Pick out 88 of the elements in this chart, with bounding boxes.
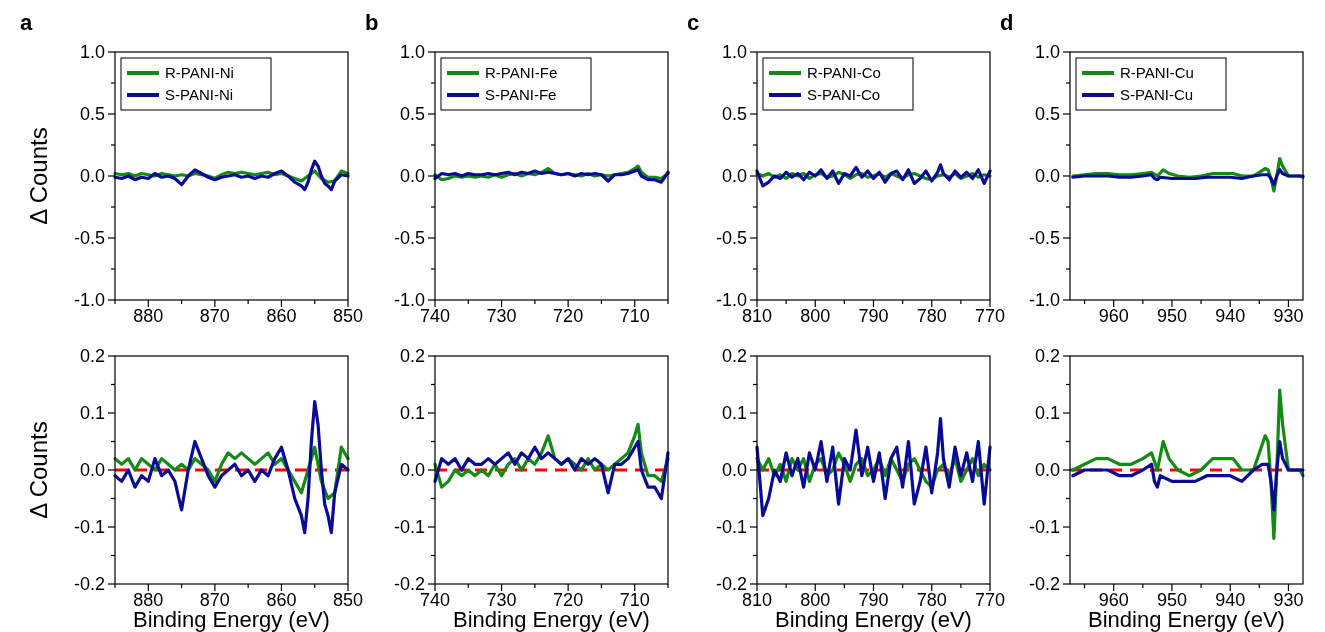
x-tick-label: 950 bbox=[1156, 590, 1187, 610]
y-tick-label: -1.0 bbox=[73, 290, 105, 311]
y-tick-label: 1.0 bbox=[79, 42, 105, 63]
y-tick-label: -0.1 bbox=[393, 517, 425, 538]
x-tick-label: 710 bbox=[619, 590, 650, 610]
x-tick-label: 790 bbox=[858, 306, 889, 326]
chart-title: c bbox=[687, 10, 700, 35]
chart-title: a bbox=[20, 10, 33, 35]
y-tick-label: -0.1 bbox=[715, 517, 747, 538]
x-tick-label: 940 bbox=[1215, 590, 1246, 610]
x-tick-label: 720 bbox=[553, 590, 584, 610]
x-tick-label: 950 bbox=[1156, 306, 1187, 326]
x-tick-label: 770 bbox=[974, 590, 1006, 610]
y-tick-label: 0.2 bbox=[721, 346, 747, 367]
chart-title: d bbox=[1000, 10, 1014, 35]
y-tick-label: -0.2 bbox=[1028, 574, 1060, 595]
x-tick-label: 860 bbox=[266, 590, 297, 610]
y-tick-label: 1.0 bbox=[721, 42, 747, 63]
x-tick-label: 800 bbox=[800, 590, 831, 610]
y-tick-label: 0.5 bbox=[79, 104, 105, 125]
x-tick-label: 930 bbox=[1273, 590, 1304, 610]
y-tick-label: -0.5 bbox=[73, 228, 105, 249]
x-tick-label: 960 bbox=[1098, 306, 1129, 326]
x-tick-label: 870 bbox=[199, 590, 230, 610]
x-tick-label: 720 bbox=[553, 306, 584, 326]
legend-label: R-PANI-Ni bbox=[165, 64, 234, 82]
y-tick-label: -0.5 bbox=[393, 228, 425, 249]
y-tick-label: 0.2 bbox=[399, 346, 425, 367]
x-tick-label: 880 bbox=[133, 306, 164, 326]
x-tick-label: 870 bbox=[199, 306, 230, 326]
y-tick-label: -0.5 bbox=[715, 228, 747, 249]
y-tick-label: 0.0 bbox=[721, 460, 747, 481]
y-tick-label: -0.1 bbox=[1028, 517, 1060, 538]
y-tick-label: 0.5 bbox=[399, 104, 425, 125]
x-tick-label: 770 bbox=[974, 306, 1006, 326]
x-axis-title: Binding Energy (eV) bbox=[453, 607, 650, 632]
y-tick-label: 0.1 bbox=[79, 403, 105, 424]
x-axis-title: Binding Energy (eV) bbox=[133, 607, 330, 632]
y-tick-label: 0.5 bbox=[1034, 104, 1060, 125]
y-axis-title: Δ Counts bbox=[25, 127, 52, 225]
y-axis-title: Δ Counts bbox=[25, 421, 52, 519]
legend-label: S-PANI-Co bbox=[807, 86, 881, 104]
x-axis-title: Binding Energy (eV) bbox=[1088, 607, 1285, 632]
x-tick-label: 960 bbox=[1098, 590, 1129, 610]
x-tick-label: 940 bbox=[1215, 306, 1246, 326]
y-tick-label: 0.2 bbox=[1034, 346, 1060, 367]
x-tick-label: 930 bbox=[1273, 306, 1304, 326]
y-tick-label: -0.2 bbox=[73, 574, 105, 595]
x-tick-label: 740 bbox=[419, 306, 451, 326]
legend-label: R-PANI-Fe bbox=[485, 64, 558, 82]
x-tick-label: 800 bbox=[800, 306, 831, 326]
x-tick-label: 710 bbox=[619, 306, 650, 326]
y-tick-label: 0.0 bbox=[721, 166, 747, 187]
y-tick-label: 0.0 bbox=[79, 166, 105, 187]
chart-title: b bbox=[365, 10, 379, 35]
x-axis-title: Binding Energy (eV) bbox=[775, 607, 972, 632]
x-tick-label: 880 bbox=[133, 590, 164, 610]
y-tick-label: 0.1 bbox=[1034, 403, 1060, 424]
y-tick-label: 0.0 bbox=[399, 460, 425, 481]
y-tick-label: 0.0 bbox=[1034, 166, 1060, 187]
y-tick-label: -0.1 bbox=[73, 517, 105, 538]
y-tick-label: -1.0 bbox=[1028, 290, 1060, 311]
legend-label: R-PANI-Co bbox=[807, 64, 881, 82]
legend-label: S-PANI-Fe bbox=[485, 86, 557, 104]
y-tick-label: 0.0 bbox=[79, 460, 105, 481]
x-tick-label: 850 bbox=[332, 306, 364, 326]
x-tick-label: 790 bbox=[858, 590, 889, 610]
x-tick-label: 780 bbox=[916, 306, 947, 326]
x-tick-label: 850 bbox=[332, 590, 364, 610]
x-tick-label: 780 bbox=[916, 590, 947, 610]
y-tick-label: 0.1 bbox=[721, 403, 747, 424]
x-tick-label: 810 bbox=[741, 306, 773, 326]
x-tick-label: 810 bbox=[741, 590, 773, 610]
legend-label: S-PANI-Cu bbox=[1120, 86, 1194, 104]
y-tick-label: 0.5 bbox=[721, 104, 747, 125]
y-tick-label: 0.2 bbox=[79, 346, 105, 367]
y-tick-label: 0.0 bbox=[399, 166, 425, 187]
y-tick-label: 0.1 bbox=[399, 403, 425, 424]
x-tick-label: 730 bbox=[486, 590, 517, 610]
legend-label: S-PANI-Ni bbox=[165, 86, 234, 104]
y-tick-label: 0.0 bbox=[1034, 460, 1060, 481]
x-tick-label: 860 bbox=[266, 306, 297, 326]
y-tick-label: 1.0 bbox=[399, 42, 425, 63]
x-tick-label: 740 bbox=[419, 590, 451, 610]
x-tick-label: 730 bbox=[486, 306, 517, 326]
y-tick-label: -0.5 bbox=[1028, 228, 1060, 249]
y-tick-label: 1.0 bbox=[1034, 42, 1060, 63]
legend-label: R-PANI-Cu bbox=[1120, 64, 1194, 82]
